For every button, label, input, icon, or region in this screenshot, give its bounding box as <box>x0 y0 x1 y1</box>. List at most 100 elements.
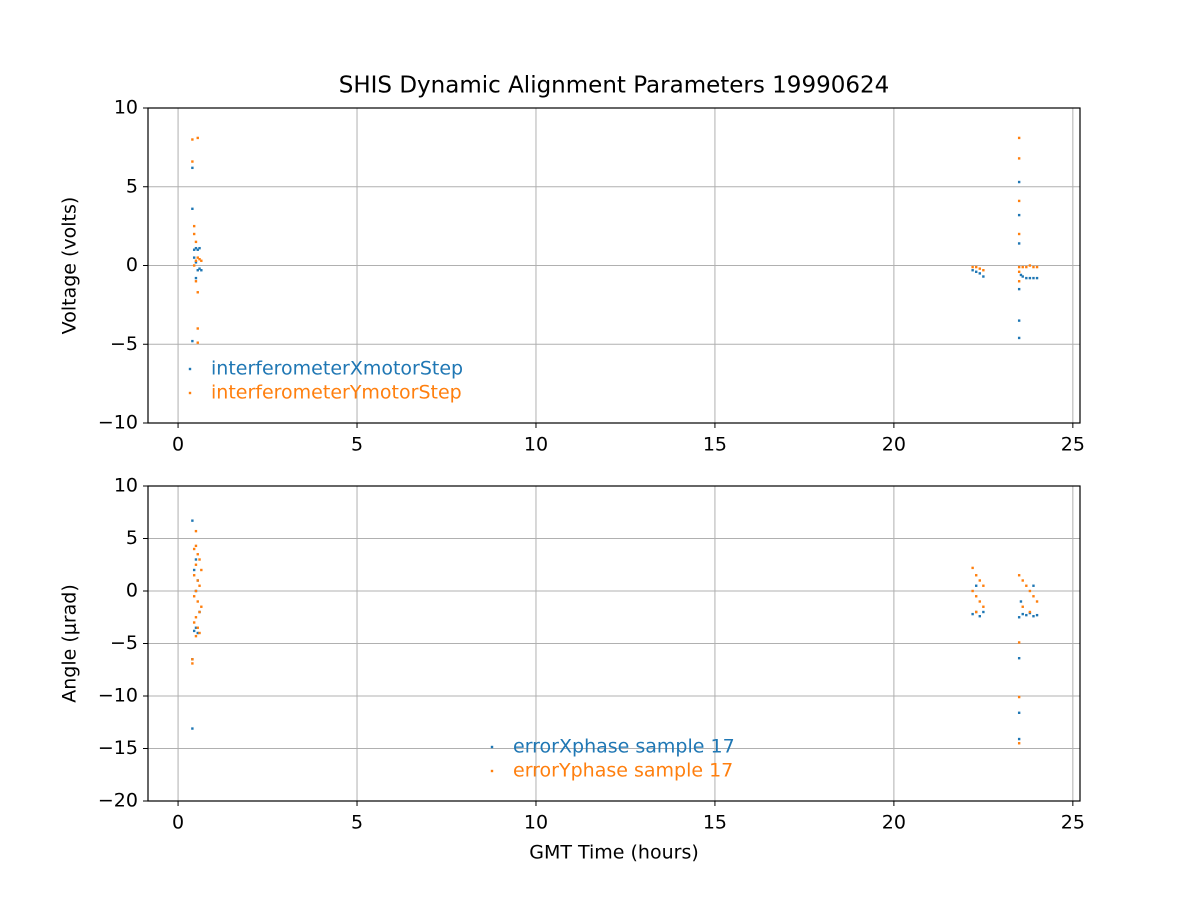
point <box>978 272 981 275</box>
point <box>196 327 199 330</box>
point <box>982 584 985 587</box>
x-tick-label: 10 <box>524 434 548 456</box>
point <box>194 261 198 264</box>
point <box>1017 742 1021 745</box>
point <box>194 616 198 619</box>
y-tick-label: −10 <box>98 412 138 434</box>
point <box>975 584 978 587</box>
point <box>1019 273 1023 277</box>
x-tick-label: 15 <box>703 812 727 834</box>
point <box>196 626 199 629</box>
axes-frame <box>147 107 1081 424</box>
point <box>1017 232 1021 236</box>
point <box>1017 265 1021 269</box>
y-tick-label: 5 <box>126 175 138 197</box>
point <box>1017 695 1021 699</box>
legend-marker <box>490 769 494 773</box>
point <box>1025 584 1028 587</box>
point <box>1032 615 1035 618</box>
point <box>1035 276 1039 280</box>
point <box>1017 711 1021 714</box>
point <box>1032 265 1035 269</box>
x-tick-label: 20 <box>882 812 906 834</box>
point <box>198 246 201 250</box>
point <box>196 553 199 556</box>
x-tick-label: 5 <box>351 434 363 456</box>
y-tick-label: 10 <box>114 97 138 119</box>
x-tick-label: 15 <box>703 434 727 456</box>
x-tick-label: 0 <box>172 812 184 834</box>
y-axis-label: Angle (μrad) <box>59 584 81 703</box>
point <box>1017 287 1021 291</box>
point <box>1017 213 1021 217</box>
point <box>1017 737 1021 741</box>
point <box>191 339 194 343</box>
y-tick-label: 0 <box>126 254 138 276</box>
point <box>1019 600 1023 603</box>
point <box>1035 613 1039 617</box>
point <box>971 265 974 269</box>
point <box>192 224 196 228</box>
point <box>194 259 198 262</box>
point <box>1021 579 1024 582</box>
y-tick-label: −5 <box>110 632 138 654</box>
point <box>194 240 198 244</box>
x-tick-label: 25 <box>1061 812 1085 834</box>
point <box>982 610 985 614</box>
point <box>1032 595 1035 598</box>
point <box>198 267 201 270</box>
point <box>1017 657 1021 660</box>
point <box>1028 276 1032 280</box>
point <box>194 589 198 593</box>
point <box>971 566 974 570</box>
point <box>1021 265 1024 269</box>
point <box>1028 610 1032 614</box>
point <box>1025 276 1028 280</box>
point <box>196 256 199 259</box>
point <box>191 166 194 170</box>
x-tick-label: 0 <box>172 434 184 456</box>
point <box>1017 336 1021 340</box>
point <box>194 529 198 533</box>
point <box>192 568 196 572</box>
point <box>975 610 978 614</box>
point <box>1021 275 1024 278</box>
point <box>1017 319 1021 322</box>
point <box>192 621 196 624</box>
point <box>194 246 198 250</box>
point <box>191 658 194 661</box>
point <box>978 615 981 618</box>
point <box>1017 574 1021 577</box>
point <box>196 269 199 272</box>
x-tick-label: 10 <box>524 812 548 834</box>
point <box>1032 584 1035 587</box>
point <box>192 595 196 598</box>
point <box>1017 157 1021 160</box>
point <box>191 662 194 665</box>
point <box>191 207 194 210</box>
point <box>978 267 981 270</box>
point <box>200 568 203 572</box>
point <box>198 631 201 635</box>
legend-label: errorYphase sample 17 <box>513 760 733 782</box>
point <box>194 276 198 280</box>
point <box>191 138 194 141</box>
point <box>971 589 974 593</box>
point <box>198 258 201 261</box>
point <box>1017 616 1021 619</box>
point <box>192 629 196 633</box>
point <box>1021 612 1024 616</box>
point <box>1017 270 1021 273</box>
point <box>1017 136 1021 140</box>
point <box>196 579 199 582</box>
point <box>971 269 974 272</box>
point <box>192 574 196 577</box>
point <box>192 248 196 251</box>
point <box>196 600 199 603</box>
point <box>192 256 196 259</box>
point <box>196 631 199 635</box>
point <box>1025 265 1028 269</box>
point <box>196 291 199 294</box>
axes-frame <box>147 485 1081 802</box>
point <box>191 519 194 522</box>
